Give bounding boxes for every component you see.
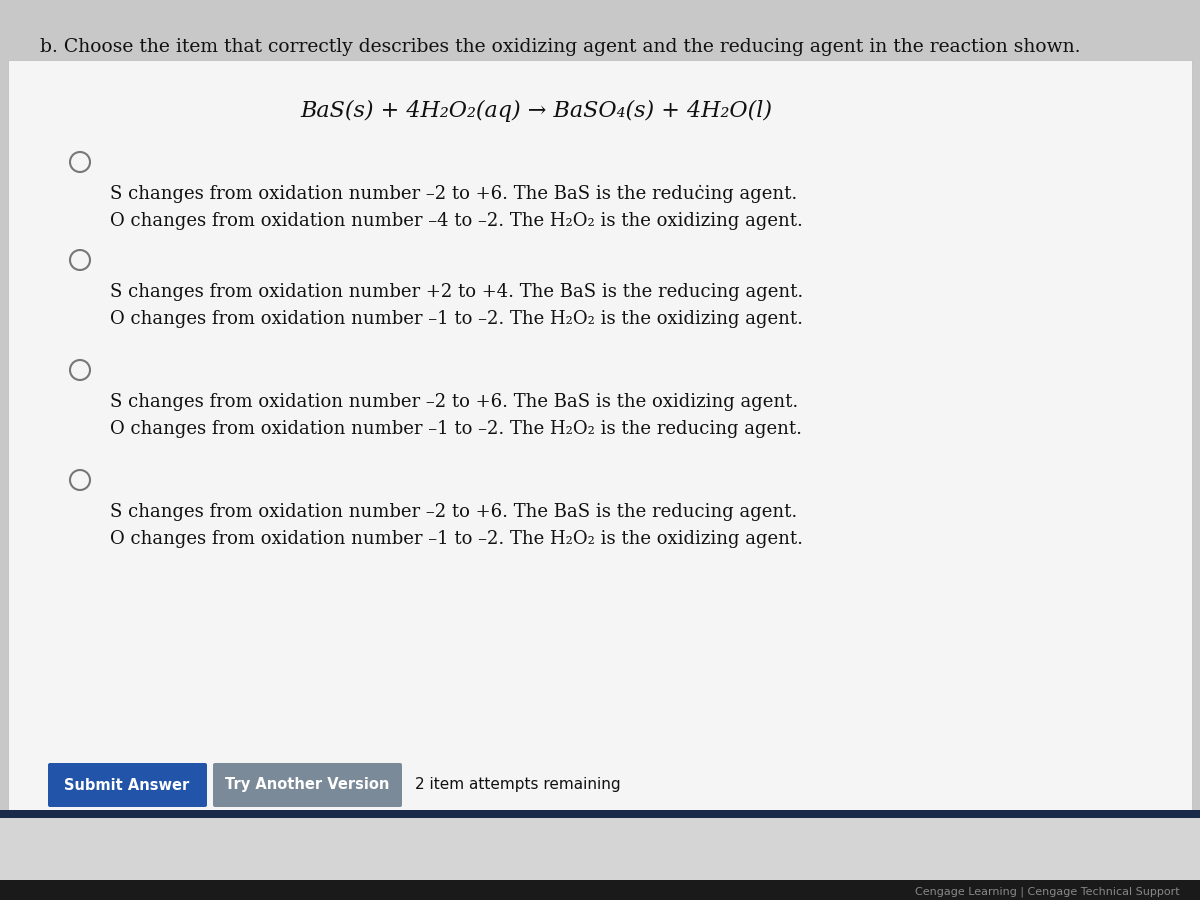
Text: Submit Answer: Submit Answer xyxy=(65,778,190,793)
Text: O changes from oxidation number –1 to –2. The H₂O₂ is the oxidizing agent.: O changes from oxidation number –1 to –2… xyxy=(110,530,803,548)
Text: S changes from oxidation number –2 to +6. The BaS is the reduċing agent.: S changes from oxidation number –2 to +6… xyxy=(110,185,797,203)
Text: S changes from oxidation number +2 to +4. The BaS is the reducing agent.: S changes from oxidation number +2 to +4… xyxy=(110,283,803,301)
Text: BaS(s) + 4H₂O₂(aq) → BaSO₄(s) + 4H₂O(l): BaS(s) + 4H₂O₂(aq) → BaSO₄(s) + 4H₂O(l) xyxy=(300,100,772,122)
FancyBboxPatch shape xyxy=(0,810,1200,818)
FancyBboxPatch shape xyxy=(0,818,1200,900)
FancyBboxPatch shape xyxy=(8,60,1192,810)
FancyBboxPatch shape xyxy=(48,763,208,807)
FancyBboxPatch shape xyxy=(214,763,402,807)
Text: S changes from oxidation number –2 to +6. The BaS is the reducing agent.: S changes from oxidation number –2 to +6… xyxy=(110,503,797,521)
Text: O changes from oxidation number –1 to –2. The H₂O₂ is the reducing agent.: O changes from oxidation number –1 to –2… xyxy=(110,420,802,438)
Text: Cengage Learning | Cengage Technical Support: Cengage Learning | Cengage Technical Sup… xyxy=(916,886,1180,897)
Text: O changes from oxidation number –4 to –2. The H₂O₂ is the oxidizing agent.: O changes from oxidation number –4 to –2… xyxy=(110,212,803,230)
Text: 2 item attempts remaining: 2 item attempts remaining xyxy=(415,778,620,793)
Text: S changes from oxidation number –2 to +6. The BaS is the oxidizing agent.: S changes from oxidation number –2 to +6… xyxy=(110,393,798,411)
FancyBboxPatch shape xyxy=(0,880,1200,900)
Text: b. Choose the item that correctly describes the oxidizing agent and the reducing: b. Choose the item that correctly descri… xyxy=(40,38,1080,56)
Text: O changes from oxidation number –1 to –2. The H₂O₂ is the oxidizing agent.: O changes from oxidation number –1 to –2… xyxy=(110,310,803,328)
Text: Try Another Version: Try Another Version xyxy=(224,778,389,793)
